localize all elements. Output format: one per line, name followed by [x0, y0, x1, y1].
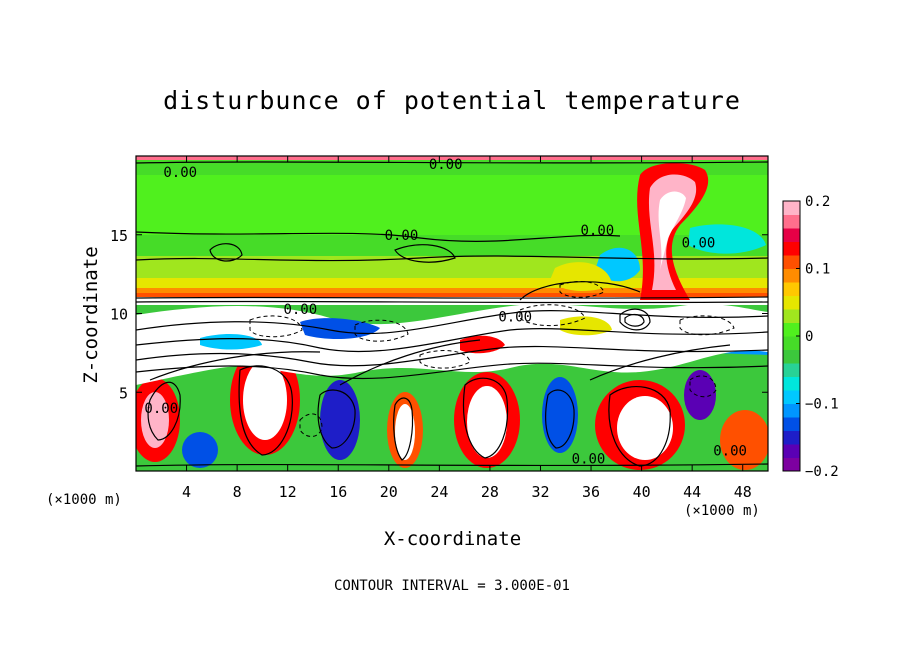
x-tick-label: 36: [582, 483, 600, 501]
x-tick-label: 28: [481, 483, 499, 501]
dashed-contours: [249, 281, 735, 437]
colorbar-cell: [783, 444, 800, 458]
x-axis-unit-right: (×1000 m): [684, 503, 760, 519]
colorbar-cell: [783, 363, 800, 377]
y-tick-label: 10: [110, 306, 128, 324]
tropopause-orange: [136, 288, 768, 293]
colorbar-cell: [783, 376, 800, 391]
colorbar-tick-label: −0.2: [805, 464, 839, 480]
contour-label: 0.00: [713, 444, 747, 460]
colorbar-cell: [783, 403, 800, 418]
colorbar-cell: [783, 430, 800, 445]
upper-right-cyan: [688, 224, 766, 254]
colorbar-cell: [783, 336, 800, 350]
warm-blob-5-core: [617, 396, 673, 460]
y-axis-ticks: 5 10 15: [110, 227, 768, 402]
contour-label-layer: 0.00 0.00 0.00 0.00 0.00 0.00 0.00 0.00 0.00 0.00: [144, 157, 747, 468]
contour-label: 0.00: [572, 451, 606, 467]
contour-label: 0.00: [163, 165, 197, 181]
colorbar-cells: [783, 201, 800, 472]
x-tick-label: 16: [329, 483, 347, 501]
x-tick-label: 8: [233, 483, 242, 501]
warm-blob-1-core: [141, 392, 169, 448]
colorbar-cell: [783, 268, 800, 283]
warm-blob-2-core: [243, 360, 287, 440]
contour-label: 0.00: [385, 228, 419, 244]
x-tick-label: 40: [633, 483, 651, 501]
chart-title: disturbunce of potential temperature: [163, 86, 741, 115]
colorbar-ticks: 0.2 0.1 0 −0.1 −0.2: [796, 194, 839, 480]
contour-label: 0.00: [498, 310, 532, 326]
colorbar-cell: [783, 201, 800, 215]
tropopause-red: [136, 293, 768, 297]
tropopause-yellow: [136, 278, 768, 288]
colorbar-tick-label: −0.1: [805, 397, 839, 413]
plume-yellow: [550, 262, 612, 292]
tropopause-white: [136, 297, 768, 305]
x-tick-label: 48: [734, 483, 752, 501]
mixing-band-cyan: [200, 334, 262, 350]
colorbar-cell: [783, 390, 800, 404]
colorbar-cell: [783, 241, 800, 256]
x-tick-label: 12: [279, 483, 297, 501]
colorbar: 0.2 0.1 0 −0.1 −0.2: [782, 194, 839, 480]
colorbar-cell: [783, 214, 800, 229]
cold-blob-1: [320, 380, 360, 460]
cold-blob-3: [684, 370, 716, 420]
contour-label: 0.00: [429, 157, 463, 173]
warm-blob-6: [720, 410, 768, 470]
contour-field: 0.00 0.00 0.00 0.00 0.00 0.00 0.00 0.00 0.00 0.00: [136, 156, 768, 471]
x-tick-label: 32: [531, 483, 549, 501]
colorbar-cell: [783, 457, 800, 472]
contour-label: 0.00: [581, 223, 615, 239]
x-tick-label: 20: [380, 483, 398, 501]
x-axis-unit-left: (×1000 m): [46, 492, 122, 508]
colorbar-cell: [783, 309, 800, 323]
warm-blob-4-core: [467, 386, 507, 458]
contour-label: 0.00: [682, 236, 716, 252]
x-tick-label: 4: [182, 483, 191, 501]
y-axis-label: Z-coordinate: [80, 246, 102, 384]
colorbar-tick-label: 0.1: [805, 262, 830, 278]
colorbar-cell: [783, 417, 800, 431]
x-axis-label: X-coordinate: [383, 528, 522, 550]
cold-blob-2: [542, 377, 578, 453]
colorbar-cell: [783, 228, 800, 242]
colorbar-cell: [783, 282, 800, 296]
colorbar-cell: [783, 295, 800, 310]
contour-lines: [136, 161, 768, 467]
colorbar-cell: [783, 349, 800, 364]
contour-label: 0.00: [144, 401, 178, 417]
plume-white: [658, 191, 686, 270]
x-tick-label: 44: [683, 483, 701, 501]
y-tick-label: 15: [110, 227, 128, 245]
colorbar-cell: [783, 255, 800, 269]
contour-interval-note: CONTOUR INTERVAL = 3.000E-01: [333, 578, 570, 594]
x-tick-label: 24: [430, 483, 448, 501]
colorbar-tick-label: 0.2: [805, 194, 830, 210]
y-tick-label: 5: [119, 384, 128, 402]
contour-label: 0.00: [283, 302, 317, 318]
top-band: [136, 156, 768, 160]
x-axis-ticks: 4 8 12 16 20 24 28 32 36 40 44 48: [182, 156, 752, 501]
colorbar-tick-label: 0: [805, 329, 813, 345]
cold-blob-4: [182, 432, 218, 468]
colorbar-cell: [783, 322, 800, 337]
